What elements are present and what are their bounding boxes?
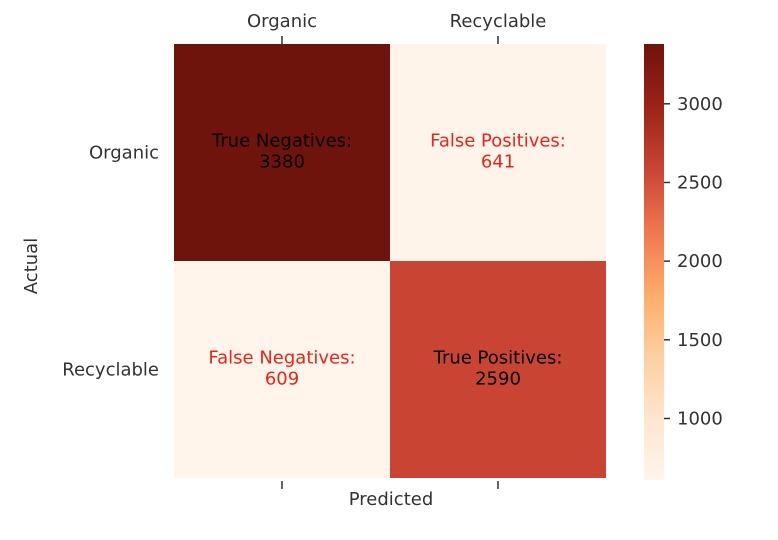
- colorbar-tick-label: 2500: [677, 172, 723, 193]
- cell-value: 3380: [259, 152, 305, 173]
- colorbar: [644, 44, 664, 480]
- cell-label: False Positives:: [430, 131, 566, 152]
- x-tick-label: Organic: [247, 11, 317, 32]
- heatmap-cell: [174, 261, 390, 478]
- cell-value: 641: [481, 152, 515, 173]
- x-axis-label: Predicted: [349, 489, 434, 510]
- cell-label: True Positives:: [433, 348, 563, 369]
- cell-annotations: True Negatives:3380 False Positives:641 Fa…: [208, 131, 565, 390]
- y-tick-label: Organic: [89, 143, 159, 164]
- y-axis-label: Actual: [21, 238, 42, 294]
- cell-value: 2590: [475, 369, 521, 390]
- heatmap-cell: [390, 44, 606, 261]
- colorbar-tick-label: 1500: [677, 330, 723, 351]
- colorbar-tick-label: 2000: [677, 251, 723, 272]
- colorbar-tick-label: 3000: [677, 94, 723, 115]
- heatmap-cell: [390, 261, 606, 478]
- x-axis-ticks: Organic Recyclable: [247, 11, 546, 489]
- y-tick-label: Recyclable: [62, 360, 159, 381]
- cell-label: True Negatives:: [211, 131, 352, 152]
- colorbar-ticks: 1000 1500 2000 2500 3000: [664, 94, 723, 429]
- colorbar-tick-label: 1000: [677, 408, 723, 429]
- heatmap-cell: [174, 44, 390, 261]
- heatmap-cells: [174, 44, 606, 478]
- x-tick-label: Recyclable: [450, 11, 547, 32]
- cell-label: False Negatives:: [208, 348, 355, 369]
- cell-value: 609: [265, 369, 299, 390]
- y-axis-ticks: Organic Recyclable: [62, 143, 159, 381]
